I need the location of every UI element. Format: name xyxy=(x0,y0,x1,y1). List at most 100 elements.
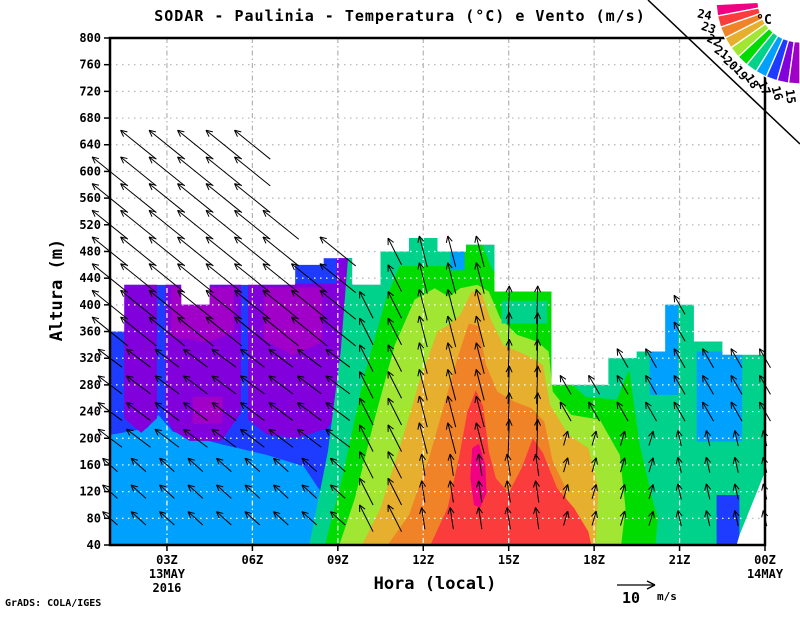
wind-arrow xyxy=(291,289,328,320)
wind-arrow xyxy=(205,183,243,213)
wind-arrow xyxy=(216,457,232,473)
wind-arrow xyxy=(262,209,300,240)
wind-arrow xyxy=(359,317,374,346)
wind-arrow xyxy=(126,428,151,448)
legend-divider-line xyxy=(647,0,800,145)
wind-arrow xyxy=(291,263,328,293)
x-tick-label: 03Z xyxy=(156,553,178,567)
wind-arrow xyxy=(359,477,374,506)
legend-unit-label: °C xyxy=(756,13,772,28)
contour-fill-layer xyxy=(110,238,765,545)
wind-arrow xyxy=(675,456,683,473)
wind-arrow xyxy=(591,430,598,446)
contour-region-teal-cap-top xyxy=(377,238,452,267)
wind-arrow xyxy=(445,235,457,268)
wind-arrow xyxy=(645,401,658,422)
wind-arrow xyxy=(262,263,300,293)
wind-arrow xyxy=(417,262,428,294)
wind-arrow xyxy=(154,375,180,395)
wind-arrow xyxy=(325,428,351,448)
wind-arrow xyxy=(268,348,294,368)
wind-arrow xyxy=(148,129,186,160)
wind-arrow xyxy=(387,291,402,319)
wind-arrow xyxy=(211,348,237,368)
contour-region-teal-cap-15z xyxy=(501,300,548,324)
wind-arrow xyxy=(559,374,572,395)
wind-arrow xyxy=(177,289,214,320)
x-tick-label: 06Z xyxy=(242,553,264,567)
wind-arrow xyxy=(704,483,712,500)
wind-arrow xyxy=(474,289,485,321)
plot-border xyxy=(108,36,767,547)
y-tick-label: 560 xyxy=(79,191,101,205)
wind-arrow xyxy=(268,375,294,395)
wind-arrow xyxy=(532,480,540,503)
wind-arrow xyxy=(234,263,271,293)
wind-arrow xyxy=(359,344,374,372)
wind-arrow xyxy=(591,484,598,499)
contour-region-purple-core-b2 xyxy=(192,396,223,424)
wind-arrow xyxy=(148,316,186,347)
legend-boundary-label: 18 xyxy=(742,72,761,92)
wind-arrow xyxy=(445,369,457,401)
y-tick-label: 720 xyxy=(79,84,101,98)
wind-arrow xyxy=(702,348,714,368)
wind-arrow xyxy=(673,321,686,342)
contour-region-azure-patch-22z xyxy=(696,351,743,442)
wind-arrow xyxy=(645,374,658,395)
wind-arrow xyxy=(505,285,513,324)
wind-arrow xyxy=(732,510,740,527)
wind-arrow xyxy=(329,511,346,526)
wind-arrow xyxy=(148,209,186,240)
y-tick-label: 160 xyxy=(79,458,101,472)
wind-arrow xyxy=(387,237,402,266)
wind-arrow xyxy=(268,428,294,448)
y-tick-label: 280 xyxy=(79,378,101,392)
wind-arrow xyxy=(177,236,214,267)
x-tick-label: 09Z xyxy=(327,553,349,567)
wind-arrow xyxy=(648,430,655,446)
wind-arrow xyxy=(702,401,714,422)
y-tick-label: 480 xyxy=(79,244,101,258)
wind-arrow xyxy=(588,374,601,395)
contour-region-azure-sliver-12z xyxy=(450,238,465,271)
wind-arrow xyxy=(675,430,683,447)
reference-speed-unit: m/s xyxy=(657,590,677,603)
wind-arrow xyxy=(704,456,712,473)
wind-arrow xyxy=(387,397,402,426)
wind-arrow xyxy=(359,397,374,426)
wind-arrow xyxy=(239,348,265,368)
wind-arrow xyxy=(272,484,289,499)
wind-arrow xyxy=(417,342,428,374)
wind-arrow xyxy=(159,511,175,526)
wind-arrow xyxy=(702,374,714,395)
wind-arrow xyxy=(704,430,712,447)
wind-arrow xyxy=(534,285,542,324)
wind-arrow xyxy=(126,402,151,421)
legend-boundary-label: 21 xyxy=(712,43,732,63)
wind-arrow xyxy=(447,480,455,503)
wind-arrow xyxy=(211,428,237,448)
wind-arrow xyxy=(616,348,629,368)
wind-arrow xyxy=(329,484,346,499)
wind-arrow xyxy=(182,348,208,368)
wind-arrow xyxy=(130,484,147,499)
wind-arrow xyxy=(182,375,208,395)
wind-arrow xyxy=(272,457,289,473)
wind-arrow xyxy=(359,451,374,479)
wind-arrow xyxy=(359,291,374,319)
wind-arrow xyxy=(675,510,683,527)
wind-arrow xyxy=(205,289,243,320)
wind-arrow xyxy=(319,316,357,347)
wind-reference: 10 m/s xyxy=(617,580,677,607)
wind-arrow xyxy=(419,480,426,503)
wind-arrow xyxy=(417,395,428,428)
wind-arrow xyxy=(447,453,455,476)
wind-arrow xyxy=(244,457,261,473)
wind-arrow xyxy=(417,315,428,348)
wind-arrow xyxy=(673,401,686,422)
wind-arrow xyxy=(319,263,357,293)
wind-arrow xyxy=(445,395,457,428)
